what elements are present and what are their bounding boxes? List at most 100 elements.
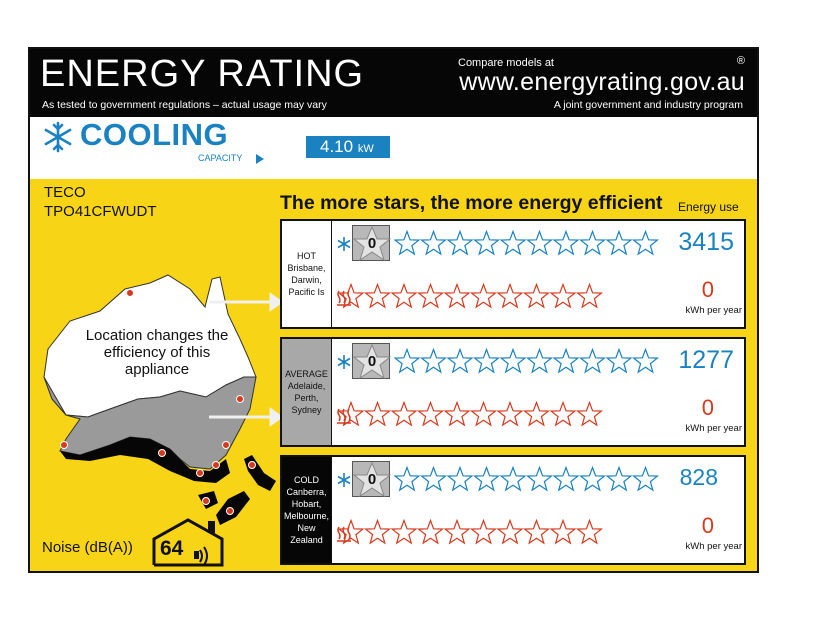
capacity-unit: kW [357,143,374,155]
rating-star-icon [390,518,418,545]
rating-star-icon [443,400,471,427]
zone-place: New Zealand [290,523,323,545]
rating-star-icon [631,465,660,492]
rating-star-icon [469,518,498,545]
rating-star-icon [549,282,577,309]
rating-star-icon [419,229,448,256]
cooling-row: 0 828 [336,460,746,500]
zone-place: Sydney [291,405,322,415]
arrow-right-icon [256,154,264,164]
zone-name: COLD [293,475,319,485]
noise-label: Noise (dB(A)) [42,539,133,556]
rating-star-icon [605,465,633,492]
rating-star-icon [499,465,527,492]
rating-star-icon [549,518,577,545]
zone-place: Hobart, [291,499,322,509]
heating-energy-use: 0 [701,513,714,538]
snowflake-icon [337,355,351,369]
rating-star-icon [575,518,604,545]
star-rating-row [394,346,664,378]
rating-star-icon [496,400,524,427]
capacity-label: CAPACITY [198,153,243,163]
star-score-box: 0 [352,225,391,262]
rating-star-icon [578,347,607,374]
star-rating-row [394,464,664,496]
rating-star-icon [605,229,633,256]
rating-star-icon [443,518,471,545]
capacity-value: 4.10 [320,137,354,156]
cooling-row: 0 3415 [336,224,746,264]
compare-text: Compare models at [458,57,554,69]
rating-star-icon [469,282,498,309]
rating-star-icon [499,229,527,256]
climate-zone-map [43,274,276,525]
rating-star-icon [525,229,554,256]
zone-place: Pacific Is [288,287,325,297]
rating-star-icon [363,400,392,427]
zone-name-box: COLD Canberra, Hobart, Melbourne, New Ze… [282,457,332,563]
zone-place: Melbourne, [283,511,330,521]
heating-row: 0 kWh per year [336,277,746,317]
rating-star-icon [578,229,607,256]
program-text: A joint government and industry program [553,99,743,111]
rating-star-icon [394,347,421,374]
star-rating-row [338,281,608,313]
rating-star-icon [525,347,554,374]
label-subtitle: As tested to government regulations – ac… [42,99,327,111]
rating-star-icon [525,465,554,492]
website-link[interactable]: www.energyrating.gov.au [459,68,745,96]
zone-place: Canberra, [286,487,327,497]
rating-star-icon [443,282,471,309]
rating-star-icon [496,518,524,545]
rating-star-icon [363,282,392,309]
rating-star-icon [631,229,660,256]
rating-star-icon [446,347,474,374]
rating-star-icon [338,518,365,545]
rating-star-icon [549,400,577,427]
zone-place: Brisbane, [287,263,326,273]
zone-place: Darwin, [291,275,322,285]
energy-rating-label: ENERGY RATING As tested to government re… [28,47,759,573]
zone-pointer-arrows [209,292,283,427]
australia-cold-zone [60,437,230,483]
zone-cold: COLD Canberra, Hobart, Melbourne, New Ze… [280,455,746,565]
rating-star-icon [338,282,365,309]
cooling-energy-use: 828 [679,464,718,490]
rating-star-icon [522,282,551,309]
star-score: 0 [367,235,377,252]
rating-star-icon [472,229,501,256]
rating-star-icon [472,347,501,374]
snowflake-icon [44,121,72,153]
rating-star-icon [390,282,418,309]
star-score-box: 0 [352,461,391,498]
rating-star-icon [394,465,421,492]
energy-unit: kWh per year [685,423,743,434]
heating-energy-use: 0 [701,395,714,420]
registered-mark: ® [736,55,745,67]
zone-average: AVERAGE Adelaide, Perth, Sydney 0 1277 0… [280,337,746,447]
rating-star-icon [499,347,527,374]
star-rating-row [394,228,664,260]
rating-star-icon [578,465,607,492]
rating-star-icon [552,347,580,374]
heating-row: 0 kWh per year [336,395,746,435]
rating-star-icon [416,400,445,427]
mode-title: COOLING [80,117,229,152]
rating-star-icon [575,282,604,309]
snowflake-icon [337,237,351,251]
energy-unit: kWh per year [685,305,743,316]
rating-star-icon [575,400,604,427]
rating-star-icon [419,347,448,374]
capacity-value-box: 4.10 kW [306,136,390,158]
noise-value: 64 [160,537,184,560]
star-rating-row [338,517,608,549]
product-brand: TECO [44,184,86,201]
rating-star-icon [496,282,524,309]
zone-hot: HOT Brisbane, Darwin, Pacific Is 0 3415 … [280,219,746,329]
rating-star-icon [394,229,421,256]
label-title: ENERGY RATING [40,53,365,95]
rating-star-icon [522,400,551,427]
rating-star-icon [363,518,392,545]
rating-star-icon [472,465,501,492]
star-score: 0 [367,353,377,370]
